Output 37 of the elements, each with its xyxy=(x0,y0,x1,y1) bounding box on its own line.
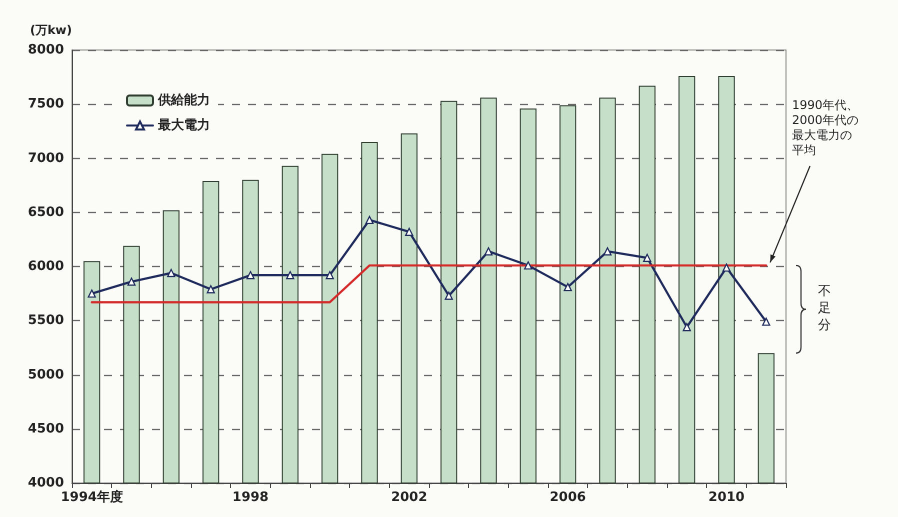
legend-label: 供給能力 xyxy=(157,92,210,108)
point xyxy=(564,282,572,292)
y-tick-label: 4500 xyxy=(28,421,64,436)
y-axis-title: (万kw) xyxy=(30,23,72,37)
y-tick-label: 7500 xyxy=(28,96,64,112)
point xyxy=(127,278,136,286)
point xyxy=(206,285,215,294)
legend-label: 最大電力 xyxy=(157,118,210,133)
point xyxy=(326,271,334,280)
y-tick-label: 7000 xyxy=(28,150,64,166)
y-tick-label: 4000 xyxy=(28,476,64,490)
y-tick-label: 6000 xyxy=(28,259,64,274)
point xyxy=(167,268,176,278)
point xyxy=(246,271,255,280)
y-tick-label: 5500 xyxy=(28,313,64,328)
x-tick-label: 1994年度 xyxy=(60,489,123,505)
y-tick-label: 6500 xyxy=(28,204,64,220)
point xyxy=(286,271,294,280)
point xyxy=(603,247,612,256)
point xyxy=(88,289,96,298)
point xyxy=(444,292,453,300)
point xyxy=(762,318,770,326)
x-tick-label: 2002 xyxy=(391,490,428,505)
point xyxy=(643,254,652,262)
point xyxy=(722,263,731,272)
text: 1990年代、2000年代の最大電力の平均 xyxy=(792,98,860,158)
y-tick-label: 5000 xyxy=(28,367,64,382)
point xyxy=(524,261,532,270)
point xyxy=(682,323,691,332)
x-tick-label: 2006 xyxy=(550,490,586,505)
point xyxy=(484,247,493,256)
x-tick-label: 2010 xyxy=(708,490,745,505)
y-tick-label: 8000 xyxy=(28,42,64,58)
point xyxy=(405,228,414,236)
point xyxy=(365,216,374,224)
text: 不足分 xyxy=(818,283,832,334)
x-tick-label: 1998 xyxy=(232,490,269,505)
